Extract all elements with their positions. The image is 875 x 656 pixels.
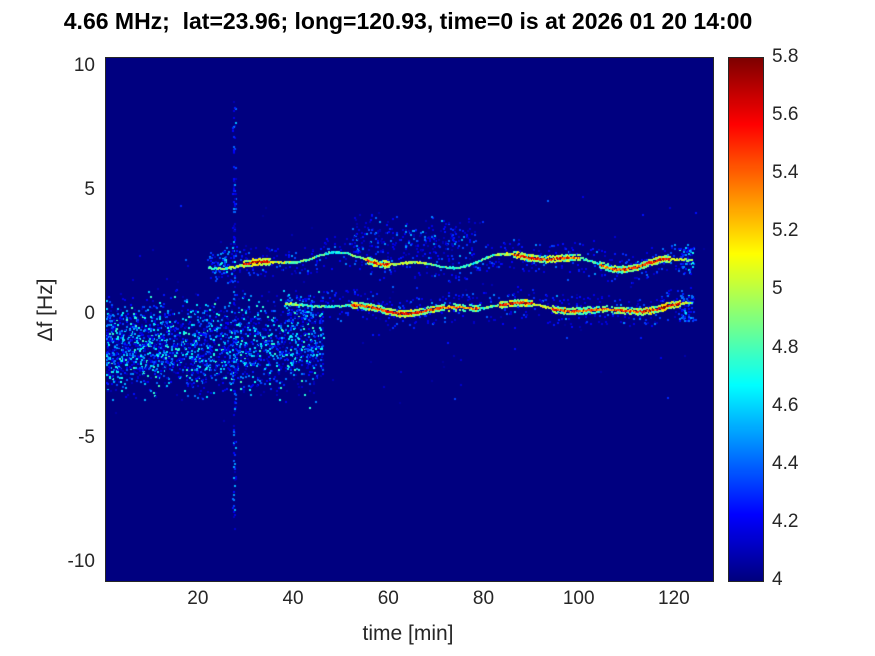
colorbar-tick-label: 4.8: [772, 336, 799, 358]
x-tick-label: 80: [472, 588, 495, 609]
colorbar-tick-label: 4.4: [772, 452, 799, 474]
y-tick-label: -5: [78, 426, 95, 448]
y-tick-label: -10: [67, 550, 95, 572]
y-tick-label: 5: [84, 178, 95, 200]
x-axis-label: time [min]: [362, 622, 454, 645]
colorbar-canvas: [729, 58, 763, 581]
colorbar-tick-label: 4.2: [772, 510, 799, 532]
colorbar-tick-label: 5.8: [772, 46, 799, 67]
colorbar-tick-label: 5: [772, 278, 783, 300]
colorbar-tick-label: 4.6: [772, 394, 799, 416]
spectrogram-plot: [105, 57, 714, 582]
colorbar: [728, 57, 764, 582]
spectrogram-canvas: [106, 58, 713, 581]
colorbar-tick-label: 5.4: [772, 162, 799, 184]
x-tick-label: 60: [377, 588, 399, 609]
x-tick-label: 20: [187, 588, 209, 609]
x-tick-label: 120: [658, 588, 690, 609]
colorbar-tick-label: 4: [772, 569, 783, 590]
x-tick-label: 100: [562, 588, 595, 609]
colorbar-tick-label: 5.2: [772, 220, 799, 242]
figure-title: 4.66 MHz; lat=23.96; long=120.93, time=0…: [63, 8, 753, 34]
colorbar-tick-label: 5.6: [772, 104, 799, 126]
x-tick-label: 40: [282, 588, 304, 609]
y-tick-label: 0: [84, 302, 95, 324]
y-tick-label: 10: [73, 54, 95, 76]
